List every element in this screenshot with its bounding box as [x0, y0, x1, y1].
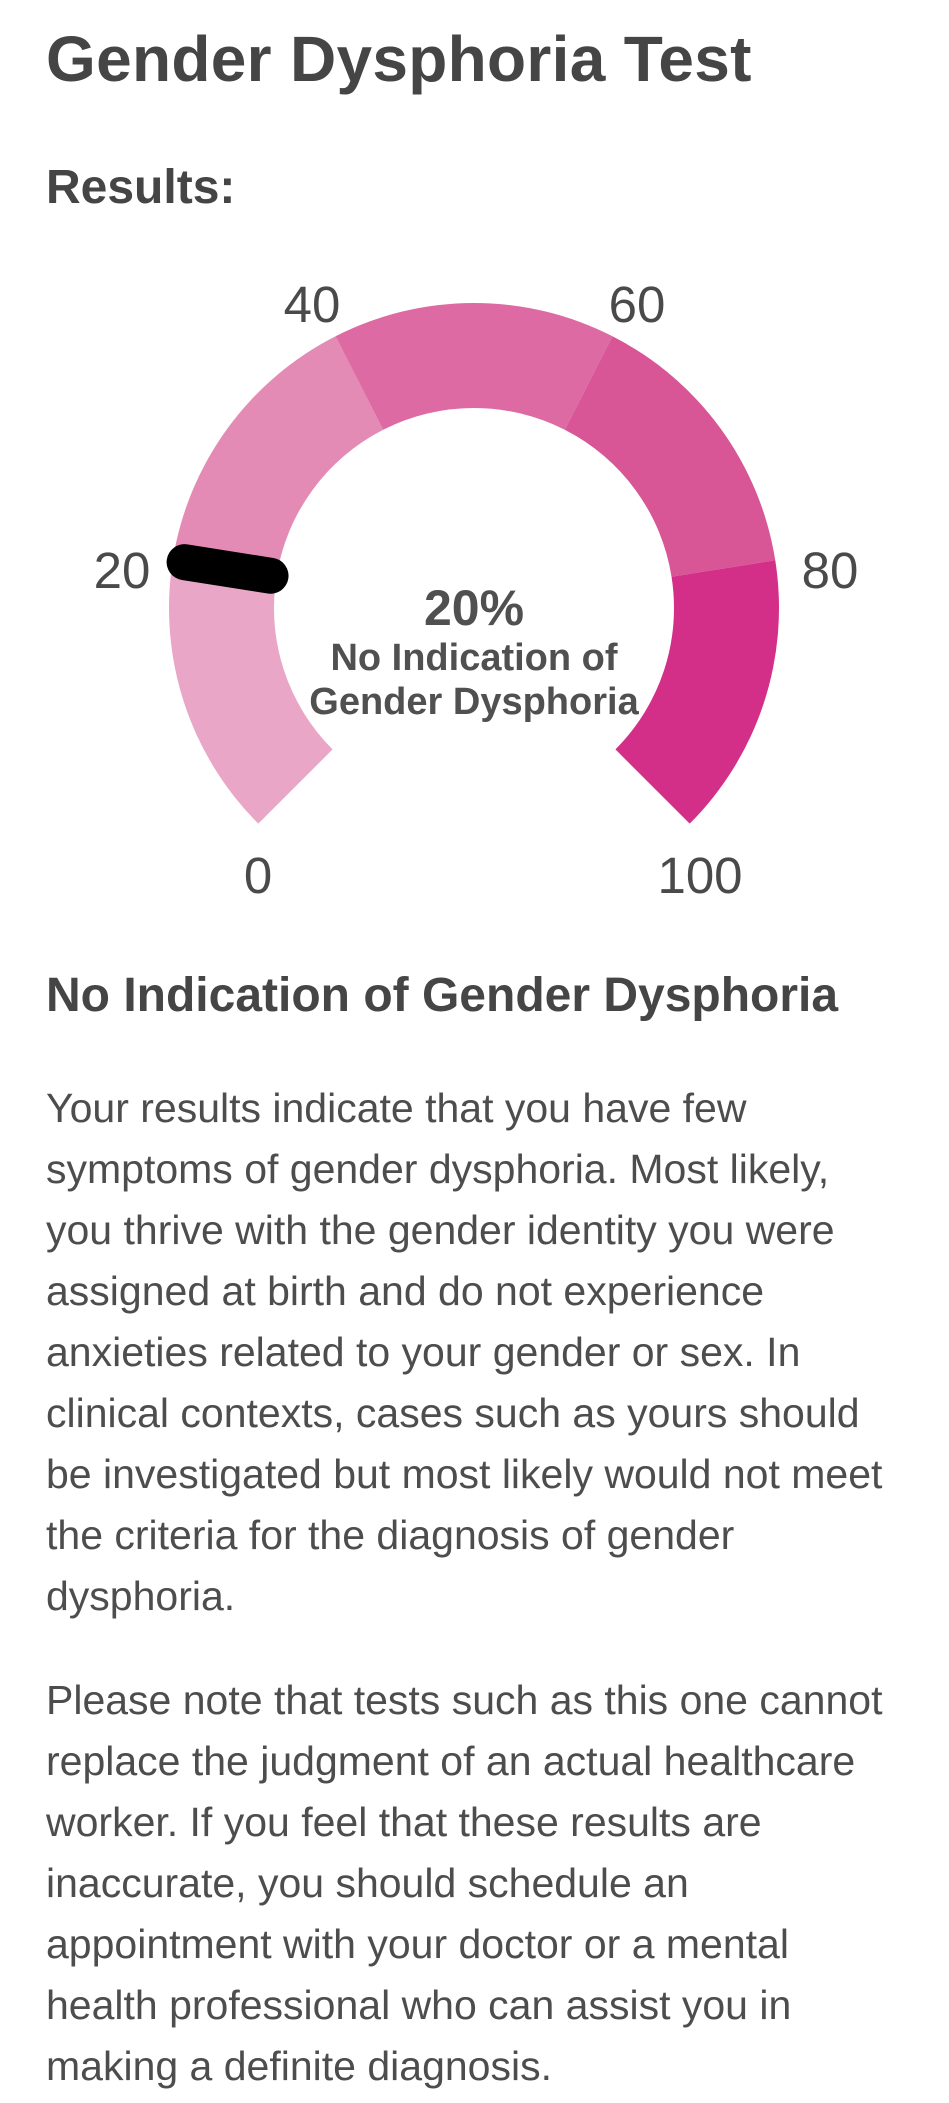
gauge-tick-100: 100: [657, 847, 742, 904]
results-heading: Results:: [46, 161, 236, 214]
gauge-segment-4: [564, 336, 776, 577]
gauge-tick-60: 60: [609, 276, 666, 333]
gauge-segment-3: [335, 303, 613, 430]
gauge-value: 20%: [424, 580, 524, 636]
gauge-label-line1: No Indication of: [330, 637, 617, 679]
gauge-segment-2: [172, 336, 384, 577]
gauge-needle: [166, 544, 289, 594]
gauge-segments: [169, 303, 779, 824]
gauge-tick-80: 80: [802, 542, 859, 599]
gauge-tick-20: 20: [94, 542, 151, 599]
page-title: Gender Dysphoria Test: [46, 23, 752, 95]
gauge-tick-40: 40: [284, 276, 341, 333]
result-description: Your results indicate that you have few …: [46, 1085, 883, 1619]
disclaimer-text: Please note that tests such as this one …: [46, 1677, 883, 2089]
result-gauge: 0 20 40 60 80 100 20% No Indication of G…: [94, 276, 859, 904]
gauge-tick-0: 0: [244, 847, 272, 904]
result-title: No Indication of Gender Dysphoria: [46, 969, 839, 1022]
gauge-label-line2: Gender Dysphoria: [309, 681, 639, 723]
gauge-segment-5: [615, 560, 779, 824]
gauge-segment-1: [169, 560, 333, 824]
